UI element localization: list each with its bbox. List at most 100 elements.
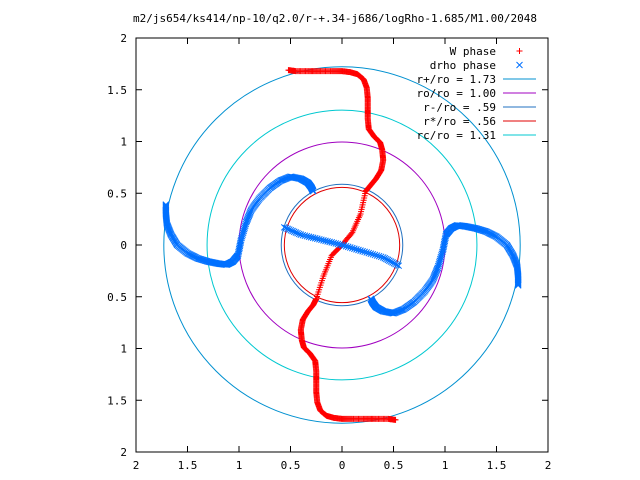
data-point: [309, 234, 317, 242]
data-point: [390, 259, 398, 267]
data-point: [363, 249, 371, 256]
data-point: [359, 247, 366, 255]
x-tick-label: 2: [133, 459, 140, 472]
x-tick-label: 0.5: [281, 459, 301, 472]
data-point: [373, 252, 381, 259]
data-point: [342, 242, 350, 250]
data-point: [514, 279, 522, 286]
data-point: [336, 241, 344, 248]
y-tick-label: 1: [120, 343, 127, 356]
data-point: [332, 240, 340, 247]
data-point: [369, 250, 377, 258]
data-point: [367, 250, 375, 258]
data-point: [285, 226, 293, 233]
data-point: [395, 262, 403, 270]
data-point: [377, 253, 385, 261]
data-point: [301, 232, 309, 240]
data-point: [386, 257, 393, 265]
data-point: [292, 229, 300, 236]
data-point: [282, 224, 290, 232]
y-tick-label: 1.5: [107, 394, 127, 407]
data-point: [392, 260, 399, 268]
data-point: [305, 233, 313, 241]
data-point: [393, 261, 401, 269]
y-tick-label: 0: [120, 239, 127, 252]
legend-label: r+/ro = 1.73: [417, 73, 496, 86]
x-tick-label: 1: [236, 459, 243, 472]
data-point: [381, 254, 389, 262]
data-point: [516, 48, 523, 54]
data-point: [162, 203, 170, 210]
data-point: [353, 245, 360, 253]
x-tick-label: 1.5: [178, 459, 198, 472]
data-point: [162, 202, 170, 209]
y-tick-label: 0.5: [107, 291, 127, 304]
x-tick-label: 0.5: [384, 459, 404, 472]
data-points: [162, 67, 522, 423]
x-tick-label: 1.5: [487, 459, 507, 472]
data-point: [516, 61, 523, 69]
data-point: [318, 236, 325, 244]
y-tick-label: 2: [120, 446, 127, 459]
legend-label: drho phase: [430, 59, 496, 72]
data-point: [289, 227, 296, 235]
data-point: [324, 238, 331, 245]
data-point: [387, 258, 395, 265]
x-tick-label: 1: [442, 459, 449, 472]
y-tick-label: 1: [120, 136, 127, 149]
data-point: [287, 226, 295, 234]
data-point: [382, 255, 390, 263]
data-point: [328, 239, 336, 246]
data-point: [351, 245, 358, 253]
data-point: [326, 238, 333, 246]
y-tick-label: 0.5: [107, 187, 127, 200]
data-point: [162, 204, 170, 211]
reference-circle: [283, 186, 401, 304]
x-tick-label: 2: [545, 459, 552, 472]
data-point: [338, 241, 346, 249]
data-point: [299, 231, 307, 239]
axis-ticks: 2 1.5 1 0.5 0 0.5 1 1.5 221.510.500.511.52: [107, 32, 551, 472]
data-point: [307, 233, 315, 241]
x-tick-label: 0: [339, 459, 346, 472]
data-point: [313, 235, 321, 243]
data-point: [514, 282, 522, 289]
data-point: [365, 249, 373, 257]
reference-circle: [206, 109, 478, 381]
reference-circle: [163, 66, 521, 424]
data-point: [311, 234, 319, 242]
y-tick-label: 2: [120, 32, 127, 45]
data-point: [355, 246, 362, 254]
legend-label: W phase: [450, 45, 496, 58]
data-point: [357, 247, 364, 254]
data-point: [346, 244, 354, 251]
data-point: [389, 259, 396, 266]
data-point: [361, 248, 369, 256]
reference-circles: [163, 66, 521, 424]
data-point: [315, 235, 323, 243]
data-point: [280, 224, 288, 231]
data-point: [514, 280, 522, 287]
legend-label: r*/ro = .56: [423, 115, 496, 128]
y-tick-label: 1.5: [107, 84, 127, 97]
legend-label: rc/ro = 1.31: [417, 129, 496, 142]
data-point: [371, 251, 379, 259]
data-point: [285, 67, 292, 74]
data-point: [290, 228, 298, 236]
data-point: [294, 229, 301, 237]
data-point: [303, 232, 311, 240]
reference-circle: [280, 183, 404, 307]
data-point: [375, 252, 383, 260]
data-point: [348, 244, 356, 252]
data-point: [348, 230, 355, 237]
data-point: [297, 231, 305, 239]
legend-label: r-/ro = .59: [423, 101, 496, 114]
data-point: [330, 239, 338, 247]
data-point: [344, 243, 352, 251]
data-point: [379, 254, 387, 261]
data-point: [162, 201, 170, 208]
legend-label: ro/ro = 1.00: [417, 87, 496, 100]
data-point: [320, 236, 327, 244]
